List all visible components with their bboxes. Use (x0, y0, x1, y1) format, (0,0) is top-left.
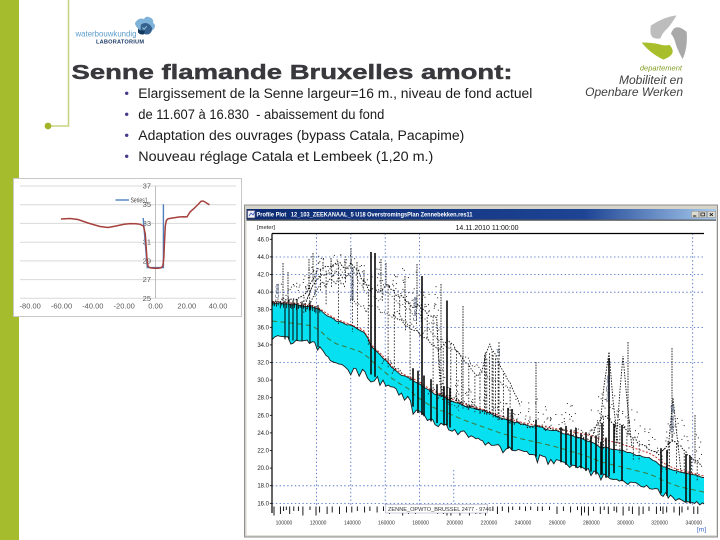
svg-text:14.11.2010 11:00:00: 14.11.2010 11:00:00 (456, 225, 519, 232)
svg-text:Mobiliteit en: Mobiliteit en (619, 73, 683, 87)
svg-text:Sluis Ruisbr.: Sluis Ruisbr. (606, 374, 612, 402)
svg-text:16.0: 16.0 (257, 501, 269, 507)
svg-text:Nouveau réglage Catala et Lemb: Nouveau réglage Catala et Lembeek (1,20 … (138, 149, 433, 164)
svg-text:0.00: 0.00 (148, 302, 163, 311)
svg-text:300000: 300000 (617, 521, 634, 527)
svg-text:36.0: 36.0 (257, 325, 269, 331)
svg-text:240000: 240000 (515, 521, 532, 527)
svg-text:34.0: 34.0 (257, 343, 269, 349)
svg-text:18.0: 18.0 (257, 484, 269, 490)
svg-text:37: 37 (143, 182, 151, 191)
svg-text:Lot: Lot (496, 348, 502, 356)
svg-text:220000: 220000 (481, 521, 498, 527)
svg-text:Senne flamande Bruxelles amont: Senne flamande Bruxelles amont: (72, 61, 513, 84)
svg-text:-40.00: -40.00 (82, 302, 103, 311)
svg-text:260000: 260000 (549, 521, 566, 527)
svg-text:20.00: 20.00 (177, 302, 196, 311)
svg-text:[meter]: [meter] (257, 225, 275, 231)
svg-text:Molenbeek Lot: Molenbeek Lot (350, 267, 356, 300)
svg-text:42.0: 42.0 (257, 273, 269, 279)
svg-text:320000: 320000 (651, 521, 668, 527)
svg-text:Elargissement de la Senne larg: Elargissement de la Senne largeur=16 m.,… (138, 86, 532, 101)
svg-text:20.0: 20.0 (257, 466, 269, 472)
svg-text:120000: 120000 (310, 521, 327, 527)
svg-text:28.0: 28.0 (257, 396, 269, 402)
svg-text:Adaptation des ouvrages (bypas: Adaptation des ouvrages (bypass Catala, … (138, 128, 464, 143)
svg-text:40.00: 40.00 (209, 302, 228, 311)
svg-text:140000: 140000 (344, 521, 361, 527)
svg-text:44.0: 44.0 (257, 255, 269, 261)
svg-text:22.0: 22.0 (257, 449, 269, 455)
svg-text:-60.00: -60.00 (51, 302, 72, 311)
svg-text:Series1: Series1 (131, 198, 148, 205)
svg-text:ZENNE_OPWTO_BRUSSEL 2477 - 974: ZENNE_OPWTO_BRUSSEL 2477 - 9746 (388, 507, 492, 513)
svg-text:-20.00: -20.00 (114, 302, 135, 311)
svg-text:25: 25 (143, 294, 151, 303)
svg-text:LABORATORIUM: LABORATORIUM (96, 40, 144, 46)
svg-text:340000: 340000 (685, 521, 702, 527)
svg-text:[m]: [m] (697, 527, 706, 534)
svg-text:Overstr. geb: Overstr. geb (670, 405, 676, 432)
svg-text:32.0: 32.0 (257, 361, 269, 367)
svg-text:38.0: 38.0 (257, 308, 269, 314)
svg-text:31: 31 (143, 238, 151, 247)
svg-text:Openbare Werken: Openbare Werken (585, 85, 683, 99)
svg-text:46.0: 46.0 (257, 237, 269, 243)
svg-text:C loo Halle: C loo Halle (413, 296, 419, 321)
svg-text:waterbouwkundig: waterbouwkundig (75, 30, 137, 39)
svg-text:Catala: Catala (275, 283, 281, 298)
svg-text:160000: 160000 (378, 521, 395, 527)
svg-text:280000: 280000 (583, 521, 600, 527)
svg-text:100000: 100000 (276, 521, 293, 527)
svg-text:40.0: 40.0 (257, 290, 269, 296)
svg-text:35: 35 (143, 200, 151, 209)
svg-text:26.0: 26.0 (257, 413, 269, 419)
svg-text:200000: 200000 (446, 521, 463, 527)
svg-text:30.0: 30.0 (257, 378, 269, 384)
svg-text:de 11.607 à 16.830 - abaissem: de 11.607 à 16.830 - abaissement du fond (138, 107, 384, 122)
svg-text:27: 27 (143, 275, 151, 284)
svg-text:departement: departement (640, 64, 683, 73)
svg-text:-80.00: -80.00 (20, 302, 41, 311)
svg-text:33: 33 (143, 219, 151, 228)
svg-text:24.0: 24.0 (257, 431, 269, 437)
svg-text:180000: 180000 (412, 521, 429, 527)
svg-text:Profile Plot 12_103_ZEEKANAA: Profile Plot 12_103_ZEEKANAAL_5 U18 Over… (257, 212, 473, 219)
